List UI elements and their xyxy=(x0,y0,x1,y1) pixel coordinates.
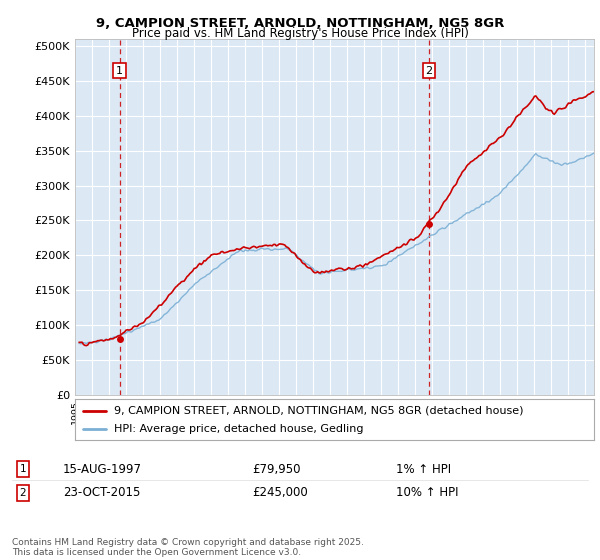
Text: Price paid vs. HM Land Registry's House Price Index (HPI): Price paid vs. HM Land Registry's House … xyxy=(131,27,469,40)
Text: 1: 1 xyxy=(116,66,123,76)
Text: 2: 2 xyxy=(19,488,26,498)
Text: 10% ↑ HPI: 10% ↑ HPI xyxy=(396,486,458,500)
Text: Contains HM Land Registry data © Crown copyright and database right 2025.
This d: Contains HM Land Registry data © Crown c… xyxy=(12,538,364,557)
Text: 9, CAMPION STREET, ARNOLD, NOTTINGHAM, NG5 8GR (detached house): 9, CAMPION STREET, ARNOLD, NOTTINGHAM, N… xyxy=(114,405,523,416)
Text: £245,000: £245,000 xyxy=(252,486,308,500)
Text: 15-AUG-1997: 15-AUG-1997 xyxy=(63,463,142,476)
Text: 1: 1 xyxy=(19,464,26,474)
Text: 1% ↑ HPI: 1% ↑ HPI xyxy=(396,463,451,476)
Text: £79,950: £79,950 xyxy=(252,463,301,476)
Text: 9, CAMPION STREET, ARNOLD, NOTTINGHAM, NG5 8GR: 9, CAMPION STREET, ARNOLD, NOTTINGHAM, N… xyxy=(96,17,504,30)
Text: 23-OCT-2015: 23-OCT-2015 xyxy=(63,486,140,500)
Text: 2: 2 xyxy=(425,66,433,76)
Text: HPI: Average price, detached house, Gedling: HPI: Average price, detached house, Gedl… xyxy=(114,424,364,434)
